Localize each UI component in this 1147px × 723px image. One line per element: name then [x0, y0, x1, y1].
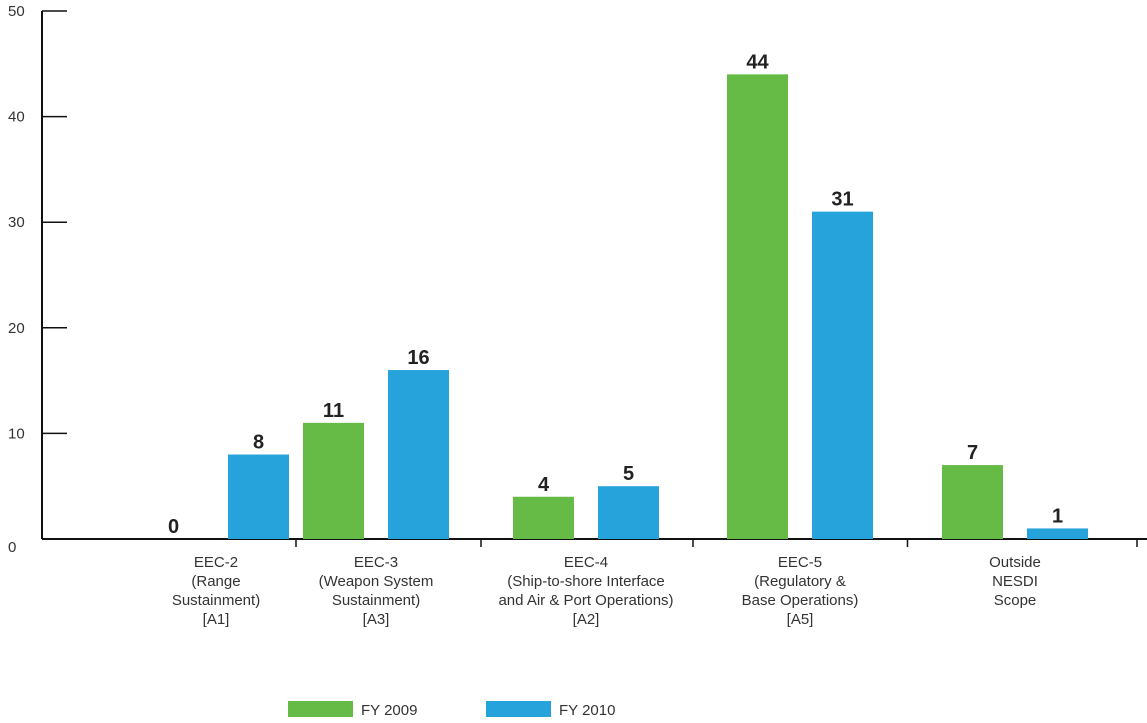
bar — [228, 454, 289, 539]
data-label: 4 — [538, 474, 550, 496]
bar — [303, 422, 364, 539]
y-tick-label: 10 — [8, 425, 25, 442]
data-label: 1 — [1052, 505, 1063, 527]
legend-label: FY 2010 — [559, 702, 615, 719]
category-label: EEC-4 (Ship-to-shore Interface and Air & P… — [498, 554, 673, 628]
y-tick-label: 20 — [8, 320, 25, 337]
data-label: 16 — [407, 347, 429, 369]
bar — [727, 74, 788, 540]
bars: 0 8 11 16 4 5 44 31 7 1 — [168, 51, 1088, 540]
category-label: Outside NESDI Scope — [989, 554, 1041, 609]
legend-label: FY 2009 — [361, 702, 417, 719]
data-label: 44 — [746, 51, 769, 73]
bar — [513, 496, 574, 539]
data-label: 5 — [623, 463, 634, 485]
category-label: EEC-3 (Weapon System Sustainment) [A3] — [319, 554, 434, 628]
legend-swatch — [486, 701, 551, 717]
data-label: 11 — [323, 400, 344, 422]
category-label: EEC-2 (Range Sustainment) [A1] — [172, 554, 260, 628]
bar — [812, 211, 873, 539]
legend-swatch — [288, 701, 353, 717]
category-label: EEC-5 (Regulatory & Base Operations) [A5] — [742, 554, 859, 628]
bar — [1027, 528, 1088, 539]
category-labels: EEC-2 (Range Sustainment) [A1] EEC-3 (Weapon … — [172, 554, 1041, 628]
bar — [942, 465, 1003, 539]
bar — [598, 486, 659, 539]
y-tick-label: 50 — [8, 3, 25, 20]
y-tick-label: 0 — [8, 539, 16, 556]
data-label: 31 — [831, 189, 853, 211]
x-axis — [42, 538, 1147, 547]
y-tick-label: 30 — [8, 214, 25, 231]
y-axis: 0 10 20 30 40 50 — [8, 3, 67, 556]
bar — [388, 370, 449, 539]
data-label: 0 — [168, 516, 179, 538]
y-tick-label: 40 — [8, 109, 25, 126]
data-label: 7 — [967, 442, 978, 464]
legend: FY 2009 FY 2010 — [288, 701, 615, 719]
data-label: 8 — [253, 432, 264, 454]
